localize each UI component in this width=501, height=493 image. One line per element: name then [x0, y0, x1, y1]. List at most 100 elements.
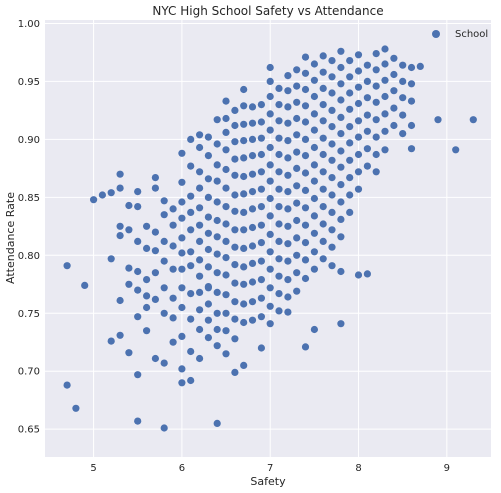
data-point [337, 163, 345, 171]
data-point [222, 97, 230, 105]
data-point [363, 270, 371, 278]
data-point [187, 376, 195, 385]
data-point [196, 306, 204, 314]
data-point [399, 111, 407, 119]
data-point [90, 196, 98, 204]
data-point [160, 359, 168, 367]
data-point [187, 162, 195, 170]
data-point [346, 208, 354, 216]
data-point [399, 61, 407, 69]
data-point [266, 212, 274, 220]
data-point [381, 110, 389, 118]
data-point [381, 146, 389, 154]
x-tick-label: 6 [179, 463, 185, 474]
data-point [354, 271, 363, 279]
data-point [169, 221, 177, 229]
data-point [231, 207, 239, 215]
data-point [301, 85, 310, 94]
data-point [151, 247, 159, 255]
data-point [196, 184, 204, 192]
data-point [125, 280, 133, 288]
y-tick-label: 0.75 [18, 309, 40, 320]
data-point [266, 110, 274, 118]
data-point [266, 77, 274, 85]
data-point [222, 327, 230, 335]
chart-title: NYC High School Safety vs Attendance [152, 4, 383, 18]
data-point [116, 170, 124, 178]
data-point [213, 269, 221, 277]
data-point [248, 103, 257, 111]
data-point [328, 243, 336, 251]
data-point [266, 143, 274, 152]
data-point [328, 208, 336, 216]
data-point [231, 226, 239, 234]
data-point [116, 184, 124, 192]
data-point [240, 318, 248, 327]
data-point [319, 117, 327, 125]
data-point [240, 280, 248, 288]
data-point [284, 276, 292, 284]
data-point [399, 94, 407, 102]
data-point [257, 185, 265, 193]
y-tick-label: 0.90 [18, 135, 40, 146]
y-tick-label: 0.65 [18, 425, 40, 436]
data-point [319, 68, 327, 76]
data-point [275, 185, 283, 193]
data-point [266, 194, 274, 203]
data-point [301, 343, 310, 351]
data-point [248, 316, 257, 324]
data-point [125, 264, 133, 272]
data-point [222, 309, 230, 317]
data-point [187, 248, 195, 256]
legend-marker [432, 30, 440, 38]
data-point [151, 184, 159, 192]
data-point [178, 234, 186, 242]
data-point [178, 178, 186, 186]
data-point [222, 114, 230, 123]
data-point [178, 303, 186, 312]
data-point [151, 174, 159, 182]
data-point [363, 94, 371, 102]
data-point [301, 274, 310, 283]
data-point [213, 198, 221, 206]
data-point [328, 156, 336, 164]
data-point [204, 263, 212, 271]
data-point [213, 309, 221, 317]
data-point [346, 123, 354, 131]
data-point [284, 222, 292, 230]
data-point [222, 254, 230, 262]
data-point [354, 99, 363, 108]
data-point [125, 201, 133, 210]
data-point [240, 85, 248, 94]
data-point [319, 134, 327, 142]
data-point [204, 334, 212, 342]
data-point [81, 281, 89, 289]
data-point [354, 133, 363, 141]
data-point [248, 119, 257, 127]
data-point [301, 152, 310, 160]
data-point [248, 152, 257, 160]
data-point [319, 101, 327, 109]
data-point [204, 229, 212, 237]
data-point [301, 221, 310, 229]
data-point [293, 66, 301, 74]
data-point [213, 177, 221, 185]
data-point [328, 123, 336, 131]
data-point [248, 170, 257, 178]
data-point [301, 118, 310, 126]
data-point [337, 267, 345, 276]
data-point [337, 130, 345, 138]
data-point [337, 96, 345, 104]
data-point [240, 137, 248, 145]
data-point [337, 113, 345, 121]
data-point [169, 294, 177, 302]
data-point [72, 404, 80, 412]
data-point [275, 101, 283, 109]
data-point [169, 265, 177, 273]
data-point [151, 354, 159, 363]
data-point [284, 188, 292, 196]
data-point [381, 127, 389, 135]
data-point [328, 73, 336, 81]
data-point [231, 315, 239, 323]
data-point [275, 168, 283, 176]
